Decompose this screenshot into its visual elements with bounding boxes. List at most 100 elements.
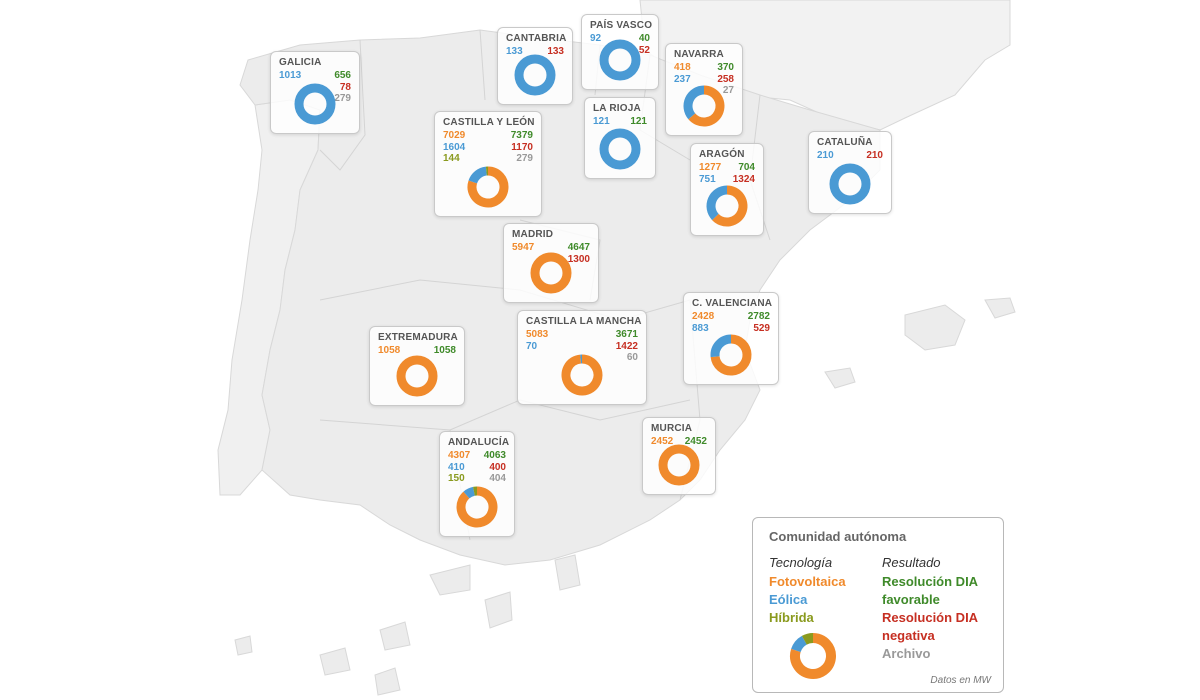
legend-donut-chart: [790, 633, 836, 679]
donut-segment-fotovoltaica: [790, 633, 836, 679]
result-values: 656 78 279: [334, 70, 351, 105]
region-card-navarra: NAVARRA 418 237 370 258 27: [665, 43, 743, 136]
donut-segment-eolica: [706, 185, 728, 221]
donut-segment-hibrida: [801, 633, 814, 645]
result-values: 1058: [434, 345, 456, 357]
eolica-mw: 410: [448, 461, 465, 473]
archivo-mw: 60: [626, 352, 638, 363]
legend-hibrida: Híbrida: [769, 610, 814, 625]
eolica-mw: 237: [674, 73, 691, 85]
eolica-mw: 1604: [443, 141, 466, 153]
region-card-murcia: MURCIA 2452 2452: [642, 417, 716, 495]
technology-values: 2428 883: [692, 311, 714, 334]
donut-chart: [396, 355, 438, 397]
donut-chart: [514, 54, 556, 96]
fotovoltaica-mw: 418: [674, 62, 691, 73]
favorable-mw: 40: [638, 33, 650, 44]
donut-segment-fotovoltaica: [710, 334, 752, 376]
favorable-mw: 704: [738, 162, 755, 173]
technology-values: 5947: [512, 242, 534, 254]
region-name: C. VALENCIANA: [692, 298, 773, 309]
donut-segment-eolica: [514, 54, 556, 96]
technology-values: 121: [593, 116, 610, 128]
donut-chart: [530, 252, 572, 294]
technology-values: 418 237: [674, 62, 691, 85]
legend-tech-heading: Tecnología: [769, 555, 833, 570]
favorable-mw: 656: [334, 70, 351, 81]
region-name: PAÍS VASCO: [590, 20, 653, 31]
eolica-mw: 92: [590, 33, 602, 44]
donut-segment-fotovoltaica: [530, 252, 572, 294]
region-card-madrid: MADRID 5947 4647 1300: [503, 223, 599, 303]
negativa-mw: 133: [547, 46, 564, 57]
donut-segment-eolica: [463, 486, 476, 499]
region-name: ANDALUCÍA: [448, 437, 510, 448]
legend-title: Comunidad autónoma: [769, 529, 907, 544]
donut-chart: [658, 444, 700, 486]
negativa-mw: 78: [339, 81, 351, 93]
region-card-castilla-la-mancha: CASTILLA LA MANCHA 5083 70 3671 1422 60: [517, 310, 647, 405]
technology-values: 133: [506, 46, 523, 58]
technology-values: 7029 1604 144: [443, 130, 465, 165]
eolica-mw: 133: [506, 46, 523, 57]
region-name: GALICIA: [279, 57, 322, 68]
donut-chart: [456, 486, 498, 528]
donut-segment-fotovoltaica: [467, 166, 509, 208]
donut-segment-eolica: [468, 166, 488, 184]
region-name: CASTILLA LA MANCHA: [526, 316, 642, 327]
eolica-mw: 751: [699, 173, 716, 185]
donut-segment-eolica: [599, 39, 641, 81]
donut-chart: [683, 85, 725, 127]
region-card-aragon: ARAGÓN 1277 751 704 1324: [690, 143, 764, 236]
result-values: 2782 529: [748, 311, 770, 334]
result-values: 4647 1300: [568, 242, 590, 265]
result-values: 4063 400 404: [484, 450, 506, 485]
negativa-mw: 400: [489, 461, 506, 473]
legend-note: Datos en MW: [930, 675, 991, 686]
region-name: MADRID: [512, 229, 554, 240]
region-card-castilla-leon: CASTILLA Y LEÓN 7029 1604 144 7379 1170 279: [434, 111, 542, 217]
negativa-mw: 1170: [511, 141, 533, 153]
hibrida-mw: 144: [443, 153, 460, 164]
donut-chart: [599, 39, 641, 81]
donut-segment-eolica: [683, 85, 705, 120]
region-name: ARAGÓN: [699, 149, 745, 160]
fotovoltaica-mw: 4307: [448, 450, 471, 461]
region-name: CATALUÑA: [817, 137, 873, 148]
result-values: 121: [630, 116, 647, 128]
favorable-mw: 1058: [433, 345, 456, 356]
region-card-la-rioja: LA RIOJA 121 121: [584, 97, 656, 179]
legend-favorable-line1: Resolución DIA: [882, 574, 979, 589]
fotovoltaica-mw: 5083: [526, 329, 549, 340]
donut-segment-eolica: [710, 334, 732, 358]
archivo-mw: 404: [489, 473, 506, 484]
technology-values: 210: [817, 150, 834, 162]
favorable-mw: 3671: [615, 329, 638, 340]
negativa-mw: 529: [753, 322, 770, 334]
donut-chart: [706, 185, 748, 227]
donut-segment-fotovoltaica: [561, 354, 603, 396]
donut-segment-fotovoltaica: [688, 85, 725, 127]
technology-values: 92: [590, 33, 601, 45]
legend-favorable-line2: favorable: [882, 592, 940, 607]
region-card-c-valenciana: C. VALENCIANA 2428 883 2782 529: [683, 292, 779, 385]
result-values: 2452: [685, 436, 707, 448]
technology-values: 2452: [651, 436, 673, 448]
technology-values: 4307 410 150: [448, 450, 470, 485]
negativa-mw: 1300: [567, 253, 590, 265]
region-name: NAVARRA: [674, 49, 724, 60]
eolica-mw: 121: [593, 116, 610, 127]
donut-chart: [467, 166, 509, 208]
region-card-cataluna: CATALUÑA 210 210: [808, 131, 892, 214]
donut-segment-fotovoltaica: [396, 355, 438, 397]
legend-eolica: Eólica: [769, 592, 808, 607]
negativa-mw: 258: [717, 73, 734, 85]
donut-chart: [561, 354, 603, 396]
legend-negativa-line2: negativa: [882, 628, 935, 643]
eolica-mw: 70: [526, 340, 538, 352]
donut-segment-fotovoltaica: [658, 444, 700, 486]
donut-segment-eolica: [294, 83, 336, 125]
fotovoltaica-mw: 1058: [378, 345, 401, 356]
legend-archivo: Archivo: [882, 646, 931, 661]
region-name: CASTILLA Y LEÓN: [443, 117, 535, 128]
